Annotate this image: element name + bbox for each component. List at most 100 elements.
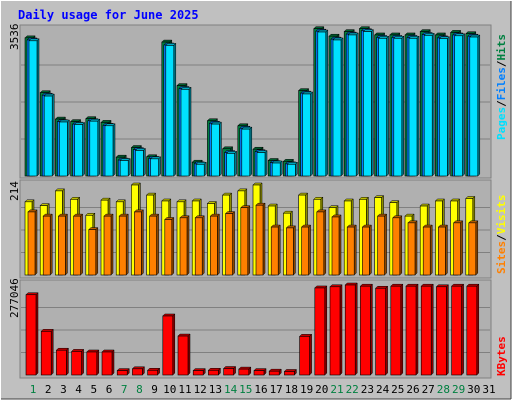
bar-sites-day-29-front [453, 222, 461, 276]
bar-pages-day-22-front [347, 34, 357, 177]
bar-sites-day-10-front [164, 219, 173, 276]
bar-kbytes-day-21-front [329, 286, 341, 376]
x-tick-label-29: 29 [452, 383, 465, 396]
bar-sites-day-11-front [179, 217, 188, 276]
x-tick-label-13: 13 [209, 383, 222, 396]
bar-sites-day-9 [148, 213, 160, 276]
bar-sites-day-22 [346, 224, 357, 276]
x-tick-label-7: 7 [121, 383, 128, 396]
bar-pages-day-10 [165, 42, 177, 177]
bar-sites-day-24 [376, 213, 388, 276]
bar-kbytes-day-3-front [56, 349, 67, 376]
bar-kbytes-day-19 [298, 333, 313, 376]
bar-pages-day-15-front [241, 128, 251, 177]
bar-sites-day-13-side [217, 213, 220, 276]
bar-sites-day-6-front [103, 215, 112, 276]
chart-title: Daily usage for June 2025 [18, 8, 199, 22]
bar-pages-day-11 [180, 86, 192, 177]
bar-kbytes-day-22-front [344, 284, 356, 376]
bar-kbytes-day-4-front [71, 351, 82, 376]
bar-kbytes-day-5 [86, 349, 100, 376]
bar-pages-day-11-front [180, 89, 190, 177]
bar-sites-day-20 [316, 209, 327, 276]
bar-pages-day-2 [43, 93, 55, 177]
bar-kbytes-day-11-front [177, 335, 189, 376]
bar-pages-day-12 [195, 161, 207, 177]
bar-pages-day-29-front [454, 35, 463, 177]
bar-pages-day-6-front [104, 125, 114, 177]
x-tick-label-17: 17 [270, 383, 283, 396]
bar-sites-day-15 [240, 205, 251, 276]
bar-pages-day-19 [301, 91, 314, 177]
bar-sites-day-25-front [392, 217, 401, 276]
bar-pages-day-8-side [143, 147, 146, 177]
bar-sites-day-2-front [42, 215, 51, 276]
bar-sites-day-28 [437, 224, 449, 276]
bar-pages-day-3 [58, 119, 71, 177]
bar-kbytes-day-21 [329, 284, 343, 376]
bar-sites-day-8-front [134, 211, 142, 276]
legend-sep-2: / [495, 60, 508, 67]
bar-sites-day-15-front [240, 207, 249, 276]
legend-pages: Pages [495, 107, 508, 140]
bar-pages-day-8-front [135, 150, 144, 177]
bar-sites-day-11-side [186, 215, 190, 276]
bar-kbytes-day-26 [405, 283, 419, 376]
bar-sites-day-12 [194, 215, 205, 276]
bar-pages-day-3-front [59, 121, 68, 177]
bar-pages-day-2-front [43, 95, 53, 177]
bar-sites-day-28-front [438, 226, 446, 276]
bar-sites-day-26-front [407, 222, 416, 276]
bar-sites-day-21 [331, 214, 342, 276]
bar-kbytes-day-11 [177, 333, 191, 376]
bar-sites-day-29 [452, 220, 464, 276]
bar-kbytes-day-14-front [223, 368, 234, 376]
bar-kbytes-day-29 [450, 283, 465, 376]
bar-kbytes-day-28-front [436, 286, 447, 376]
bar-kbytes-day-1 [25, 292, 39, 376]
bar-pages-day-30-front [469, 36, 479, 177]
bar-kbytes-day-4-side [81, 348, 84, 376]
bar-sites-day-14-front [225, 213, 233, 276]
x-tick-label-16: 16 [254, 383, 267, 396]
x-tick-label-3: 3 [60, 383, 67, 396]
bar-kbytes-day-6 [101, 349, 115, 376]
bar-sites-day-30-front [468, 222, 477, 276]
bar-sites-day-19 [300, 224, 312, 276]
bar-pages-day-27 [423, 32, 435, 177]
bar-sites-day-3-front [58, 215, 66, 276]
bar-kbytes-day-10-front [162, 315, 174, 376]
bar-kbytes-day-23 [359, 283, 374, 376]
bar-kbytes-day-22 [344, 282, 358, 376]
bar-kbytes-day-10-side [172, 313, 176, 376]
bar-kbytes-day-12-front [192, 370, 204, 376]
bar-kbytes-day-30-front [466, 285, 478, 376]
bar-pages-day-25 [393, 35, 405, 177]
bar-pages-day-4 [73, 121, 86, 177]
bars [24, 26, 481, 376]
bar-kbytes-day-17-front [268, 370, 280, 376]
bar-kbytes-day-28 [435, 284, 450, 376]
bar-sites-day-25 [392, 215, 403, 276]
bar-pages-day-14 [225, 150, 238, 177]
bar-pages-day-14-front [226, 153, 235, 177]
legend-files: Files [495, 67, 508, 100]
bar-pages-day-17-front [271, 162, 281, 177]
bar-kbytes-day-2 [40, 328, 54, 376]
bar-kbytes-day-3-side [66, 347, 69, 376]
bar-pages-day-27-front [423, 35, 433, 177]
bar-kbytes-day-24 [374, 285, 389, 376]
x-tick-label-4: 4 [75, 383, 82, 396]
x-tick-label-31: 31 [482, 383, 495, 396]
bar-pages-day-15 [241, 126, 253, 177]
bar-pages-day-19-front [302, 93, 311, 177]
bar-sites-day-20-front [316, 211, 325, 276]
bar-kbytes-day-29-front [451, 285, 462, 376]
bar-pages-day-5-side [97, 118, 101, 177]
bar-pages-day-9 [149, 156, 162, 177]
bar-kbytes-day-6-front [101, 351, 113, 376]
bar-kbytes-day-19-front [299, 336, 310, 376]
bar-kbytes-day-25-front [390, 285, 402, 376]
bar-pages-day-1-front [28, 40, 38, 177]
